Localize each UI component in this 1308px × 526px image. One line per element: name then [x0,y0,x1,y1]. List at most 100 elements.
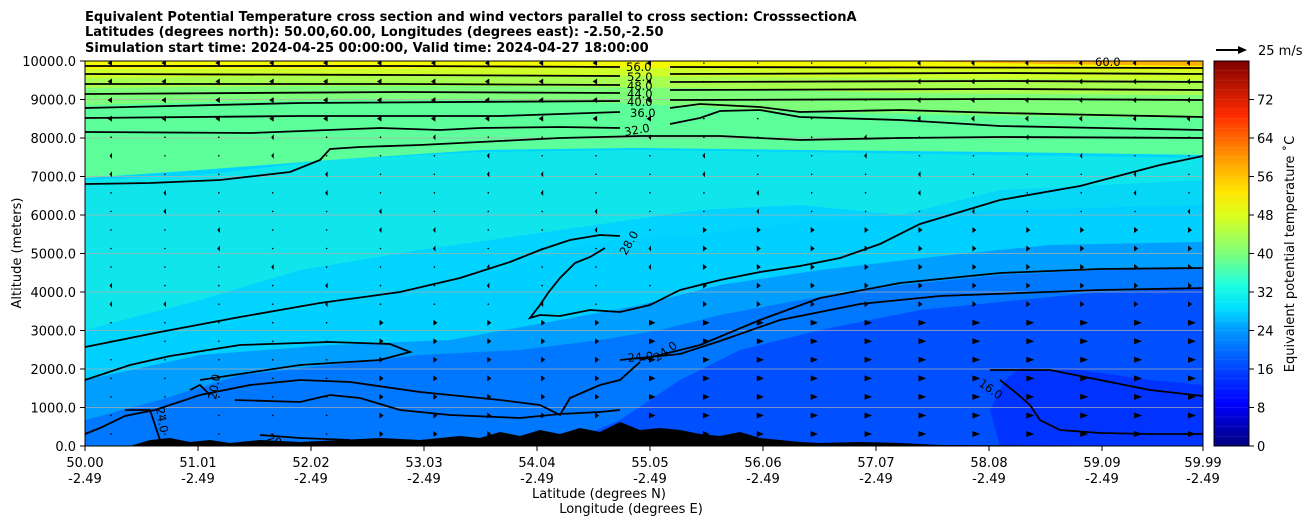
wind-vector [918,154,921,157]
wind-vector [756,393,764,400]
wind-vector [756,301,761,308]
wind-vector [648,245,651,252]
wind-vector [703,99,705,101]
wind-vector [323,115,328,122]
wind-vector [970,97,975,104]
wind-vector [810,431,818,437]
wind-vector [649,412,656,419]
wind-vector [379,136,382,138]
wind-vector [540,301,544,308]
wind-vector [164,414,166,417]
quiver-key-arrow-head [1238,46,1247,54]
contour-20 [189,383,621,419]
wind-vector [649,210,651,213]
wind-vector [1026,356,1035,363]
wind-vector [1134,431,1143,437]
wind-vector [918,375,927,382]
wind-vector [703,80,705,83]
wind-vector [107,78,112,85]
wind-vector [432,226,436,233]
wind-vector [1134,226,1139,233]
wind-vector [486,171,490,178]
wind-vector [864,62,867,64]
wind-vector [164,229,166,231]
wind-vector [1026,264,1031,271]
wind-vector [756,412,764,419]
colorbar-tick-label: 8 [1257,402,1265,417]
wind-vector [379,356,384,363]
y-tick-label: 6000.0 [31,209,77,224]
wind-vector [486,152,490,159]
wind-vector [757,117,759,120]
wind-vector [1134,154,1136,157]
wind-vector [757,154,759,157]
wind-vector [1134,356,1143,363]
wind-vector [918,136,921,138]
wind-vector [703,192,705,194]
wind-vector [107,61,112,66]
wind-vector [918,226,923,233]
wind-vector [110,321,112,324]
wind-vector [271,210,274,213]
wind-vector [164,154,166,157]
wind-vector [918,301,923,308]
wind-vector [541,412,546,419]
wind-vector [1188,136,1190,138]
wind-vector [271,321,274,324]
wind-vector [110,247,112,250]
colorbar-bands [1214,70,1249,437]
wind-vector [1134,136,1136,138]
wind-vector [810,356,818,363]
wind-vector [649,319,656,326]
wind-vector [918,393,927,400]
wind-vector [379,338,384,345]
wind-vector [595,412,600,419]
wind-vector [757,173,759,176]
wind-vector [433,393,438,400]
wind-vector [323,61,328,66]
x-tick-label-lat: 51.01 [179,456,216,471]
wind-vector [702,431,710,437]
wind-vector [379,208,382,215]
y-tick-label: 9000.0 [31,94,77,109]
y-axis-label: Altitude (meters) [10,198,25,309]
wind-vector [702,393,710,400]
y-tick-label: 3000.0 [31,325,77,340]
wind-vector [864,245,869,252]
wind-vector [271,247,274,250]
wind-vector [1134,282,1139,289]
x-tick-label-lon: -2.49 [1085,472,1119,487]
wind-vector [756,375,764,382]
wind-vector [702,245,707,252]
contour-24-left [125,409,161,441]
wind-vector [703,136,705,138]
wind-vector [433,319,438,326]
chart-title: Equivalent Potential Temperature cross s… [85,10,857,56]
wind-vector [1025,134,1029,141]
wind-vector [864,99,867,101]
wind-vector [864,226,869,233]
wind-vector [595,266,597,268]
quiver-key-label: 25 m/s [1258,44,1303,59]
wind-vector [164,359,166,361]
contour-28-lower [85,155,1203,348]
wind-vector [702,282,707,289]
wind-vector [271,264,274,271]
wind-vector [592,61,598,66]
wind-vector [379,393,384,400]
wind-vector [541,266,543,268]
x-tick-label-lat: 50.00 [66,456,103,471]
wind-vector [215,61,220,66]
wind-vector [864,192,867,194]
x-axis-label-lat: Latitude (degrees N) [532,487,666,502]
wind-vector [433,431,438,437]
band-orange [900,61,1203,66]
x-tick-label-lat: 57.07 [857,456,894,471]
wind-vector [538,115,544,122]
wind-vector [432,245,436,252]
wind-vector [377,78,382,85]
title-line-2: Latitudes (degrees north): 50.00,60.00, … [85,25,664,40]
wind-vector [433,173,436,176]
wind-vector [271,303,274,305]
